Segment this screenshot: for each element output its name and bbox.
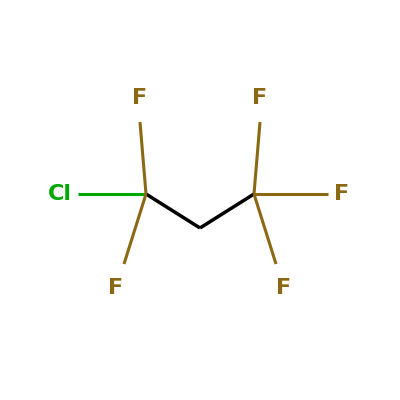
Text: F: F	[252, 88, 268, 108]
Text: Cl: Cl	[48, 184, 72, 204]
Text: F: F	[334, 184, 349, 204]
Text: F: F	[276, 278, 292, 298]
Text: F: F	[132, 88, 148, 108]
Text: F: F	[108, 278, 124, 298]
